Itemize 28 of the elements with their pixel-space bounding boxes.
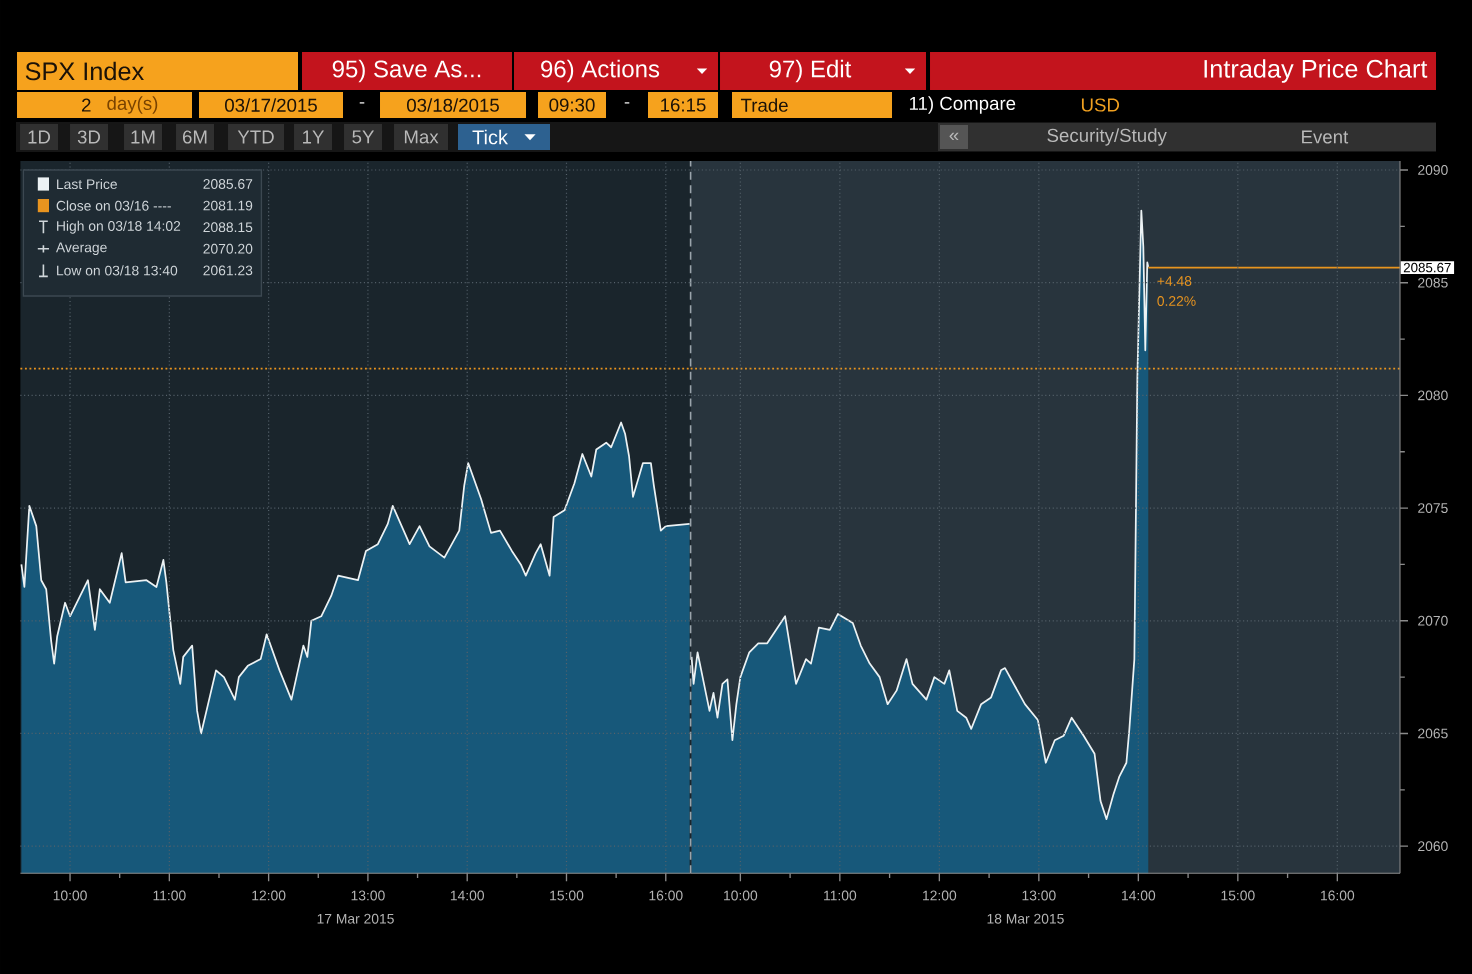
text: 3D xyxy=(77,130,101,144)
text: 97) Edit xyxy=(769,59,852,83)
text: Trade xyxy=(740,98,788,112)
text: 5Y xyxy=(352,130,375,144)
text: 16:15 xyxy=(661,98,706,112)
text: day(s) xyxy=(107,96,158,114)
text: 09:30 xyxy=(549,98,595,112)
text: 96) Actions xyxy=(541,59,660,83)
text: 95) Save As... xyxy=(332,59,481,83)
text: Tick xyxy=(472,129,508,145)
chart-title: Intraday Price Chart xyxy=(1204,59,1428,83)
text: 11) Compare xyxy=(909,96,1016,114)
chart-title: SPX Index xyxy=(25,61,144,81)
text: - xyxy=(359,102,365,104)
text: 2 xyxy=(82,98,91,112)
text: 03/17/2015 xyxy=(225,98,317,112)
text: 1Y xyxy=(303,130,325,144)
text: YTD xyxy=(237,130,274,144)
text: 03/18/2015 xyxy=(407,98,499,112)
text: Event xyxy=(1302,130,1349,144)
text: Security/Study xyxy=(1047,128,1167,146)
text: 1D xyxy=(28,130,51,144)
text: Max xyxy=(404,130,439,144)
text: - xyxy=(624,102,630,104)
text: USD xyxy=(1081,98,1120,112)
text: 6M xyxy=(183,130,207,144)
text: 1M xyxy=(131,130,155,144)
text: « xyxy=(949,132,959,140)
